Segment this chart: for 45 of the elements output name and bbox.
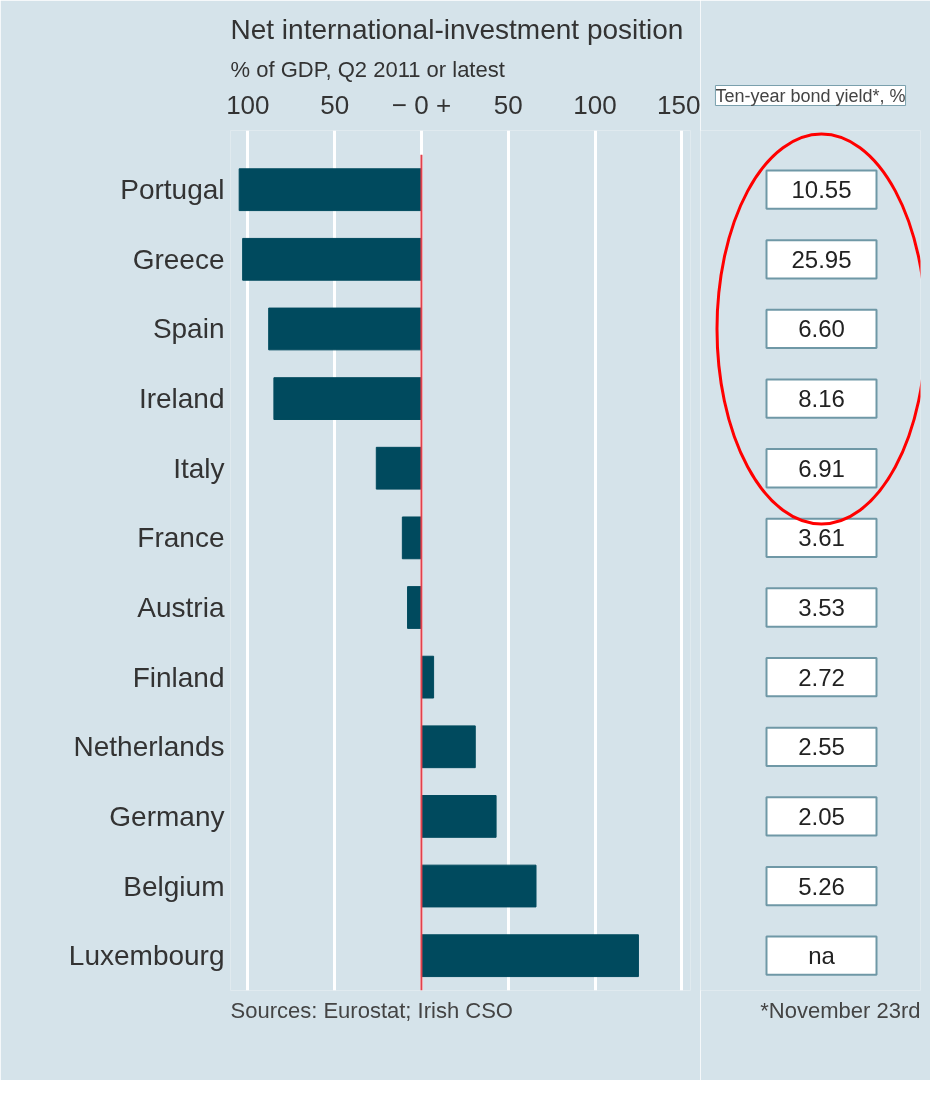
text: 5.26 bbox=[798, 872, 845, 900]
text: 8.16 bbox=[798, 385, 845, 413]
y-tick-label: Finland bbox=[132, 661, 225, 693]
x-tick-label: 100 bbox=[573, 89, 617, 120]
bar bbox=[242, 237, 422, 281]
text: 25.95 bbox=[791, 245, 852, 273]
x-tick-label: − 0 + bbox=[391, 89, 452, 120]
text: 2.72 bbox=[798, 663, 845, 691]
chart-title: Net international-investment position bbox=[230, 13, 684, 45]
source-note: Sources: Eurostat; Irish CSO bbox=[230, 997, 513, 1023]
x-tick-label: 150 bbox=[657, 89, 701, 120]
y-tick-label: Italy bbox=[173, 452, 225, 484]
text: 2.55 bbox=[798, 733, 845, 761]
bar bbox=[273, 377, 422, 420]
y-tick-label: Belgium bbox=[123, 870, 225, 902]
bar bbox=[420, 934, 639, 978]
y-tick-label: Netherlands bbox=[73, 731, 225, 763]
y-tick-label: Ireland bbox=[138, 383, 225, 415]
text: 6.91 bbox=[798, 454, 845, 482]
bar bbox=[420, 725, 476, 769]
y-tick-label: Luxembourg bbox=[68, 940, 225, 972]
y-tick-label: France bbox=[137, 522, 225, 554]
y-tick-label: Spain bbox=[152, 313, 225, 345]
y-tick-label: Greece bbox=[132, 243, 225, 275]
chart-subtitle: % of GDP, Q2 2011 or latest bbox=[230, 56, 505, 82]
y-tick-label: Austria bbox=[137, 592, 225, 623]
bar bbox=[375, 446, 422, 490]
bar bbox=[268, 307, 422, 351]
text: na bbox=[808, 942, 836, 970]
text: *November 23rd bbox=[760, 997, 921, 1023]
x-tick-label: 50 bbox=[493, 89, 523, 120]
text: Ten-year bond yield*, % bbox=[715, 85, 906, 106]
y-tick-label: Germany bbox=[109, 800, 225, 832]
bar bbox=[420, 655, 435, 699]
y-tick-label: Portugal bbox=[120, 174, 225, 206]
bar bbox=[420, 795, 497, 838]
bar bbox=[420, 864, 537, 908]
x-tick-label: 100 bbox=[226, 89, 270, 120]
text: 10.55 bbox=[791, 176, 852, 204]
bar bbox=[238, 168, 422, 212]
text: 3.53 bbox=[798, 594, 845, 621]
text: 3.61 bbox=[798, 524, 845, 552]
text: 6.60 bbox=[798, 315, 845, 343]
x-tick-label: 50 bbox=[320, 89, 350, 120]
text: 2.05 bbox=[798, 802, 845, 830]
